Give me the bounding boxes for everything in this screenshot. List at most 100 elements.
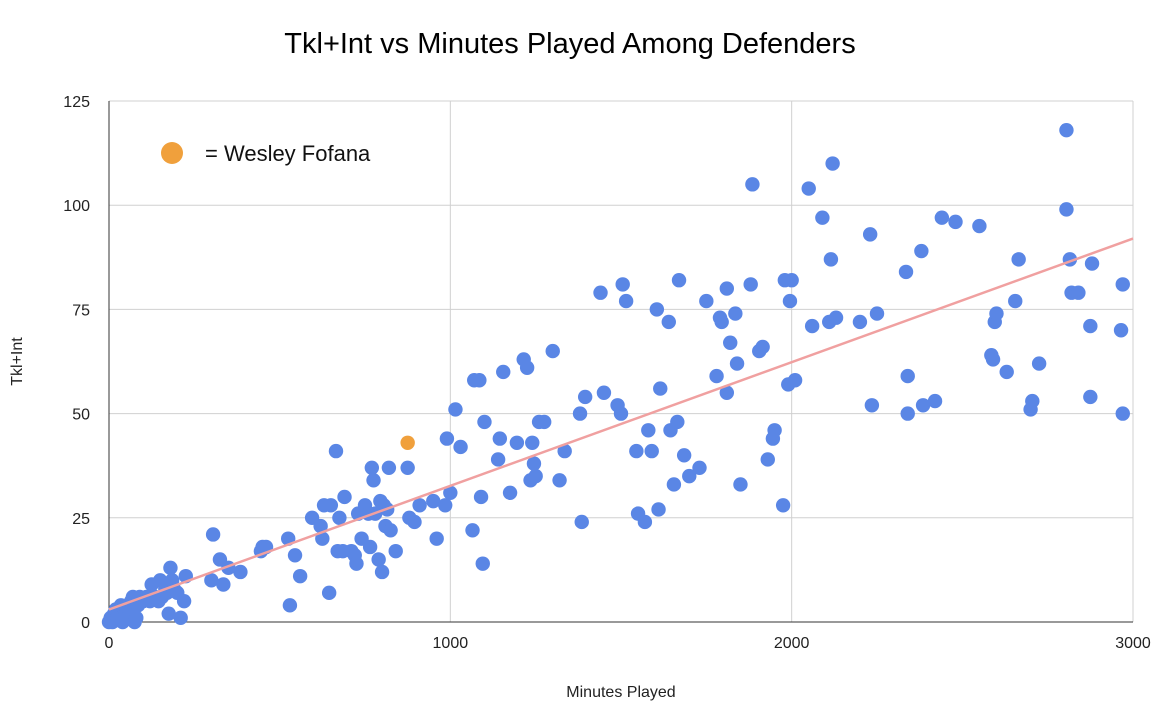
- data-point: [1008, 293, 1023, 309]
- x-tick-label: 0: [105, 635, 114, 652]
- data-point: [864, 398, 880, 413]
- data-point: [315, 531, 330, 546]
- data-point: [670, 414, 685, 430]
- y-tick-label: 125: [63, 94, 90, 111]
- data-point: [852, 314, 868, 330]
- data-point: [972, 218, 987, 234]
- data-point: [1031, 356, 1047, 371]
- data-point: [692, 460, 707, 475]
- data-point: [328, 443, 344, 459]
- data-point: [629, 443, 644, 459]
- data-point: [374, 564, 390, 580]
- data-point: [649, 302, 665, 317]
- data-point: [719, 281, 735, 296]
- data-point: [1083, 318, 1098, 334]
- data-point: [574, 514, 589, 530]
- data-point: [767, 423, 782, 438]
- data-point: [900, 406, 915, 421]
- data-point: [714, 314, 729, 330]
- data-point: [593, 285, 608, 300]
- y-axis-label: Tkl+Int: [9, 337, 26, 386]
- data-point: [1084, 256, 1100, 271]
- data-point: [233, 564, 248, 580]
- data-point: [618, 293, 634, 309]
- data-point: [332, 510, 347, 525]
- data-point: [287, 548, 303, 563]
- data-point: [323, 498, 339, 513]
- data-point: [666, 477, 682, 492]
- data-point: [216, 577, 231, 592]
- data-point: [862, 227, 878, 242]
- y-tick-label: 25: [72, 511, 90, 528]
- data-point: [204, 573, 219, 588]
- data-point: [1115, 277, 1130, 292]
- data-point: [1059, 122, 1074, 138]
- data-point: [641, 423, 656, 438]
- data-point: [682, 468, 697, 484]
- data-point: [176, 593, 192, 609]
- data-point: [163, 560, 178, 576]
- data-point: [719, 385, 735, 400]
- data-point: [577, 389, 593, 405]
- data-point: [572, 406, 588, 421]
- data-point: [496, 364, 511, 380]
- data-point: [407, 514, 422, 530]
- data-point: [465, 523, 480, 538]
- data-point: [362, 539, 378, 555]
- data-point: [815, 210, 830, 225]
- data-point: [528, 468, 543, 484]
- data-point: [699, 293, 714, 309]
- data-point: [129, 610, 144, 626]
- data-point: [313, 518, 328, 534]
- data-point: [453, 439, 468, 455]
- data-point: [443, 485, 458, 500]
- x-axis-label: Minutes Played: [566, 684, 675, 701]
- data-point: [782, 293, 798, 309]
- data-point: [337, 489, 352, 505]
- data-point: [526, 456, 542, 471]
- data-point: [596, 385, 612, 400]
- data-point: [869, 306, 885, 321]
- data-point: [1011, 252, 1026, 267]
- data-point: [723, 335, 738, 350]
- data-point: [552, 473, 567, 488]
- data-point: [161, 606, 176, 621]
- y-tick-label: 0: [81, 615, 90, 632]
- data-point: [439, 431, 455, 446]
- data-point: [426, 493, 441, 509]
- y-tick-label: 100: [63, 198, 90, 215]
- data-point: [282, 598, 298, 613]
- data-point: [823, 252, 839, 267]
- data-point: [613, 406, 629, 421]
- data-point: [661, 314, 676, 330]
- data-point: [388, 543, 403, 559]
- data-point: [1115, 406, 1130, 421]
- data-point: [1059, 202, 1074, 217]
- data-point: [364, 460, 380, 475]
- data-point: [475, 556, 490, 571]
- data-point: [927, 393, 943, 409]
- data-point: [828, 310, 844, 325]
- data-point: [371, 552, 386, 567]
- x-tick-label: 1000: [433, 635, 469, 652]
- data-point: [775, 498, 791, 513]
- data-point: [1083, 389, 1098, 405]
- data-point: [637, 514, 653, 530]
- data-point: [743, 277, 758, 292]
- data-point: [477, 414, 492, 430]
- data-point: [999, 364, 1014, 380]
- y-tick-label: 50: [72, 407, 90, 424]
- data-point: [557, 443, 572, 459]
- data-point: [1113, 323, 1129, 338]
- data-point: [760, 452, 775, 467]
- data-point: [801, 181, 816, 196]
- y-tick-label: 75: [72, 302, 90, 319]
- data-point: [709, 368, 724, 384]
- data-point: [784, 273, 799, 288]
- data-point: [205, 527, 221, 542]
- data-point: [383, 523, 398, 538]
- data-point: [915, 398, 931, 413]
- data-point: [615, 277, 630, 292]
- data-point: [349, 556, 364, 571]
